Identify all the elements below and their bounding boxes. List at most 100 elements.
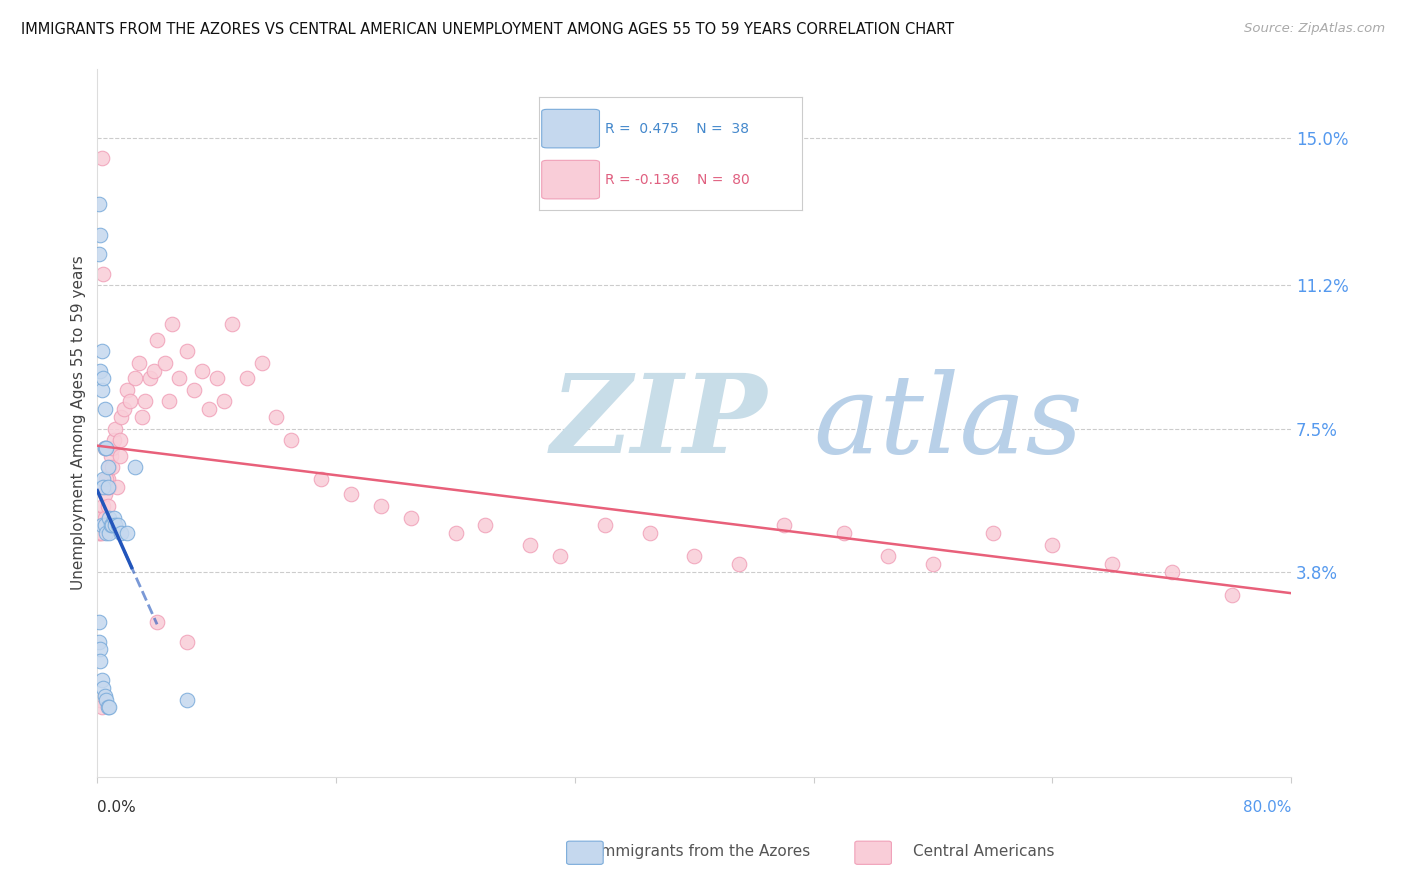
Point bbox=[90, 673, 112, 688]
Point bbox=[97, 700, 120, 714]
Point bbox=[94, 518, 117, 533]
Point bbox=[157, 394, 180, 409]
Point bbox=[96, 472, 118, 486]
Point bbox=[1101, 557, 1123, 571]
Point bbox=[91, 681, 114, 695]
Point bbox=[103, 434, 125, 448]
Point bbox=[108, 434, 131, 448]
Point bbox=[98, 480, 121, 494]
Point bbox=[340, 487, 363, 501]
Point bbox=[101, 460, 124, 475]
Point bbox=[115, 526, 138, 541]
Point bbox=[683, 549, 706, 564]
Point bbox=[474, 518, 496, 533]
Point bbox=[399, 510, 422, 524]
Point bbox=[91, 480, 114, 494]
Point bbox=[89, 510, 111, 524]
Point bbox=[101, 441, 124, 455]
Point bbox=[124, 371, 146, 385]
Point bbox=[87, 634, 110, 648]
Point bbox=[1042, 538, 1064, 552]
Point bbox=[89, 363, 111, 377]
Point bbox=[104, 421, 127, 435]
Point bbox=[143, 363, 166, 377]
Point bbox=[832, 526, 855, 541]
Text: IMMIGRANTS FROM THE AZORES VS CENTRAL AMERICAN UNEMPLOYMENT AMONG AGES 55 TO 59 : IMMIGRANTS FROM THE AZORES VS CENTRAL AM… bbox=[21, 22, 955, 37]
Point bbox=[250, 356, 273, 370]
Point bbox=[444, 526, 467, 541]
Point bbox=[1220, 588, 1243, 602]
Point bbox=[120, 394, 142, 409]
Point bbox=[96, 518, 118, 533]
Point bbox=[548, 549, 571, 564]
Point bbox=[124, 460, 146, 475]
Point bbox=[772, 518, 794, 533]
Point bbox=[112, 402, 135, 417]
Point bbox=[176, 344, 198, 359]
Point bbox=[176, 692, 198, 706]
Point bbox=[370, 499, 392, 513]
Point bbox=[94, 441, 117, 455]
Point bbox=[90, 518, 112, 533]
Point bbox=[96, 441, 118, 455]
Point bbox=[280, 434, 302, 448]
Point bbox=[90, 700, 112, 714]
Point bbox=[169, 371, 191, 385]
Point bbox=[212, 394, 235, 409]
Point bbox=[98, 700, 121, 714]
Point bbox=[877, 549, 900, 564]
Point bbox=[138, 371, 160, 385]
Point bbox=[87, 526, 110, 541]
Point bbox=[183, 383, 205, 397]
Point bbox=[94, 510, 117, 524]
Point bbox=[87, 518, 110, 533]
Point bbox=[90, 510, 112, 524]
Point bbox=[94, 689, 117, 703]
Point bbox=[638, 526, 661, 541]
Point bbox=[146, 615, 169, 630]
Point bbox=[96, 480, 118, 494]
Point bbox=[97, 480, 120, 494]
Point bbox=[922, 557, 945, 571]
Point bbox=[90, 383, 112, 397]
Point bbox=[235, 371, 257, 385]
Point bbox=[91, 499, 114, 513]
Point bbox=[98, 510, 121, 524]
Point bbox=[90, 151, 112, 165]
Point bbox=[94, 402, 117, 417]
Point bbox=[519, 538, 541, 552]
Point bbox=[266, 409, 288, 424]
Point bbox=[91, 472, 114, 486]
Point bbox=[221, 317, 243, 331]
Point bbox=[1160, 565, 1182, 579]
Point bbox=[87, 247, 110, 261]
Point bbox=[160, 317, 183, 331]
Point bbox=[198, 402, 221, 417]
Text: atlas: atlas bbox=[814, 369, 1083, 476]
Point bbox=[128, 356, 150, 370]
Point bbox=[728, 557, 751, 571]
Point bbox=[96, 692, 118, 706]
Point bbox=[94, 487, 117, 501]
Point bbox=[90, 344, 112, 359]
Point bbox=[90, 518, 112, 533]
Point bbox=[131, 409, 153, 424]
Point bbox=[205, 371, 228, 385]
Point bbox=[96, 526, 118, 541]
Text: 0.0%: 0.0% bbox=[97, 800, 136, 815]
Point bbox=[176, 634, 198, 648]
Point bbox=[134, 394, 156, 409]
Point bbox=[115, 383, 138, 397]
Point bbox=[89, 227, 111, 242]
Text: Central Americans: Central Americans bbox=[914, 845, 1054, 859]
Point bbox=[87, 615, 110, 630]
Point bbox=[91, 267, 114, 281]
Point bbox=[89, 654, 111, 668]
Point bbox=[191, 363, 214, 377]
Point bbox=[104, 518, 127, 533]
Point bbox=[108, 449, 131, 463]
Point bbox=[981, 526, 1004, 541]
Point bbox=[101, 518, 124, 533]
Point bbox=[89, 642, 111, 657]
Y-axis label: Unemployment Among Ages 55 to 59 years: Unemployment Among Ages 55 to 59 years bbox=[72, 255, 86, 591]
